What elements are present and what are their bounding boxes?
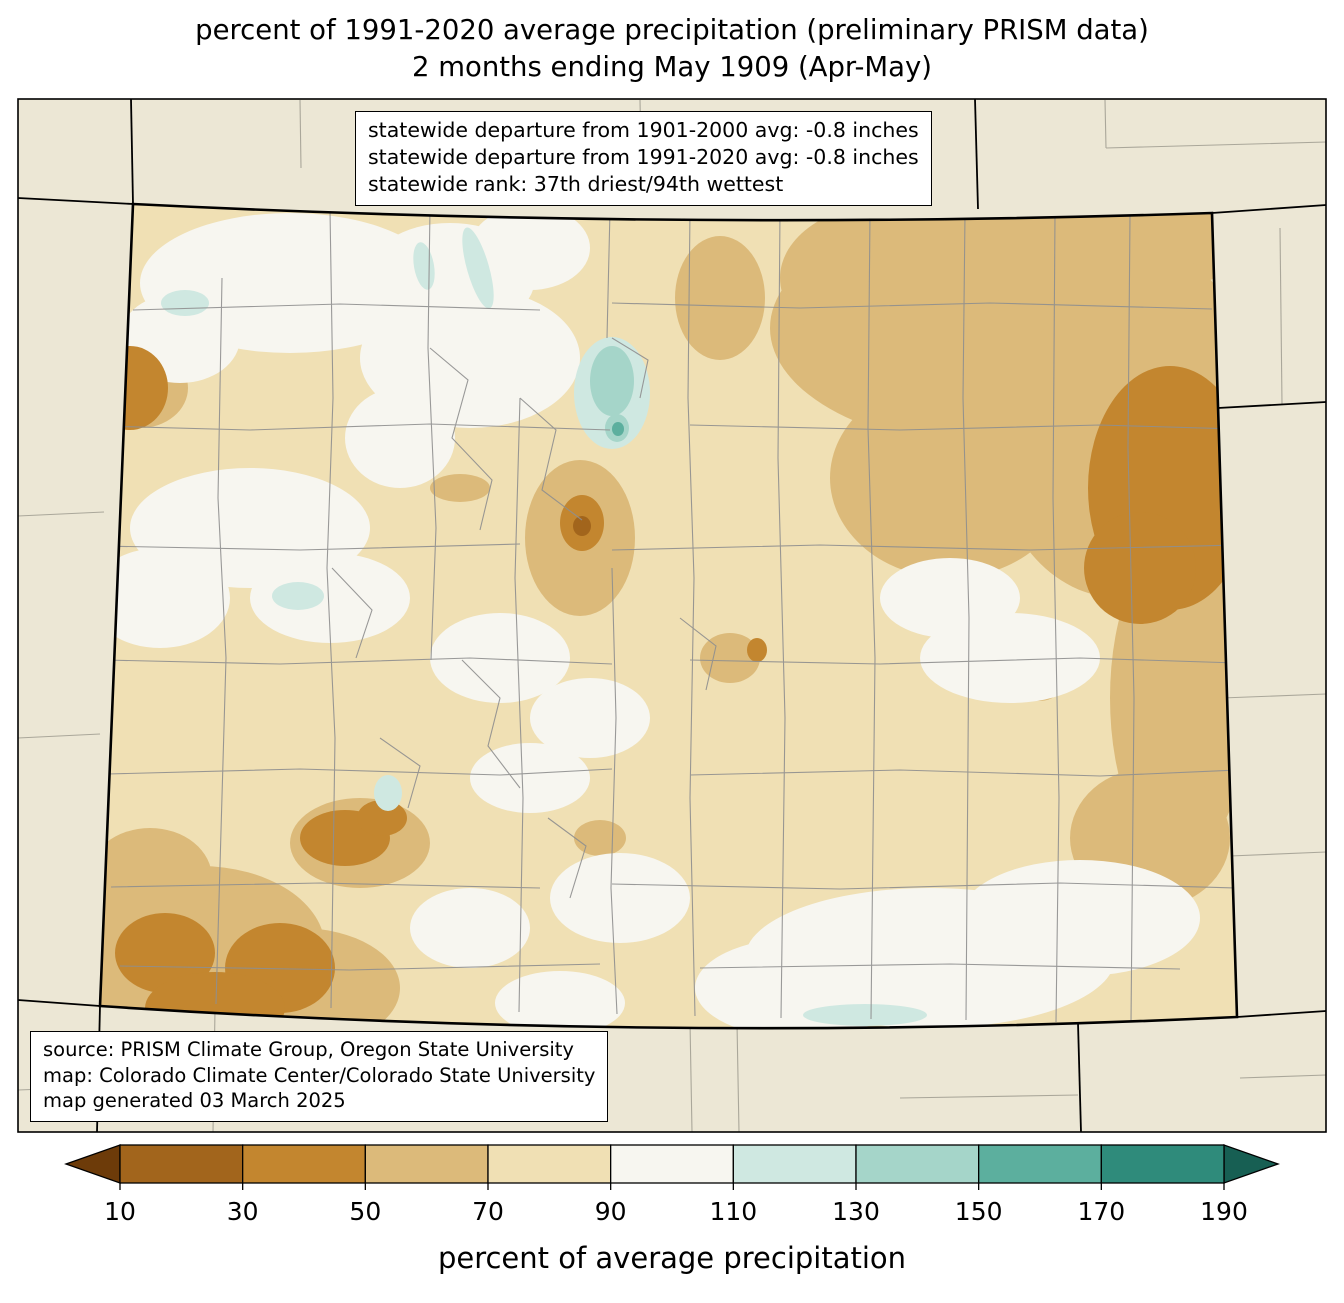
figure-title: percent of 1991-2020 average precipitati…	[0, 0, 1344, 98]
svg-text:130: 130	[832, 1197, 880, 1226]
colorbar-under-arrow	[64, 1144, 121, 1184]
svg-text:70: 70	[472, 1197, 504, 1226]
colorbar-tick-labels: 10 30 50 70 90 110 130 150 170 190	[104, 1197, 1248, 1226]
precip-region-white-90-110	[100, 206, 1200, 1029]
precip-region-brown-30-50	[100, 346, 1237, 1029]
state-border	[98, 202, 1239, 1030]
svg-text:170: 170	[1077, 1197, 1125, 1226]
axes-frame	[17, 98, 1327, 1133]
precipitation-map	[17, 98, 1327, 1133]
source-line-1: source: PRISM Climate Group, Oregon Stat…	[43, 1037, 574, 1061]
statewide-stats-box: statewide departure from 1901-2000 avg: …	[355, 111, 932, 207]
colorbar-segments	[119, 1144, 1225, 1184]
source-line-3: map generated 03 March 2025	[43, 1089, 346, 1113]
svg-text:190: 190	[1200, 1197, 1248, 1226]
stats-line-1: statewide departure from 1901-2000 avg: …	[368, 118, 919, 142]
svg-text:110: 110	[709, 1197, 757, 1226]
precip-region-darkbrown-10-30	[573, 516, 591, 536]
svg-text:150: 150	[955, 1197, 1003, 1226]
colorbar: 10 30 50 70 90 110 130 150 170 190 perce…	[64, 1144, 1280, 1275]
svg-text:10: 10	[104, 1197, 136, 1226]
colorbar-over-arrow	[1223, 1144, 1280, 1184]
title-line-1: percent of 1991-2020 average precipitati…	[195, 13, 1149, 46]
county-lines	[100, 207, 1237, 1024]
colorbar-axis-label: percent of average precipitation	[438, 1241, 906, 1275]
stats-line-2: statewide departure from 1991-2020 avg: …	[368, 145, 919, 170]
title-line-2: 2 months ending May 1909 (Apr-May)	[411, 50, 932, 83]
svg-text:50: 50	[349, 1197, 381, 1226]
precip-region-teal-150-170	[612, 422, 624, 436]
svg-text:90: 90	[595, 1197, 627, 1226]
source-attribution-box: source: PRISM Climate Group, Oregon Stat…	[30, 1030, 609, 1122]
map-panel: statewide departure from 1901-2000 avg: …	[0, 98, 1344, 1135]
source-line-2: map: Colorado Climate Center/Colorado St…	[43, 1063, 596, 1087]
colorbar-ticks	[119, 1183, 1225, 1190]
stats-line-3: statewide rank: 37th driest/94th wettest	[368, 172, 784, 197]
svg-text:30: 30	[227, 1197, 259, 1226]
